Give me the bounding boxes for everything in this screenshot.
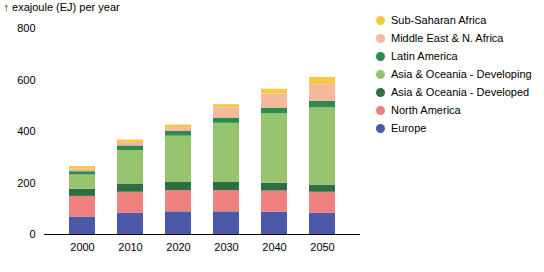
svg-text:2030: 2030 [214, 241, 238, 253]
svg-text:400: 400 [17, 125, 35, 137]
svg-text:200: 200 [17, 177, 35, 189]
html-text:Latin America: Latin America [391, 50, 458, 62]
svg-text:2040: 2040 [262, 241, 286, 253]
svg-text:2020: 2020 [166, 241, 190, 253]
html-text:Asia & Oceania - Developed: Asia & Oceania - Developed [391, 86, 530, 98]
html-text:Europe: Europe [391, 122, 427, 134]
svg-text:↑ exajoule (EJ) per year: ↑ exajoule (EJ) per year [4, 1, 120, 13]
html-text:Asia & Oceania - Developing: Asia & Oceania - Developing [391, 68, 532, 80]
svg-text:2050: 2050 [310, 241, 334, 253]
svg-text:800: 800 [17, 22, 35, 34]
html-text:Middle East & N. Africa: Middle East & N. Africa [391, 32, 504, 44]
svg-text:2010: 2010 [118, 241, 142, 253]
svg-text:2000: 2000 [70, 241, 94, 253]
svg-text:0: 0 [29, 228, 35, 240]
html-text:North America: North America [391, 104, 461, 116]
svg-text:600: 600 [17, 74, 35, 86]
html-text:Sub-Saharan Africa: Sub-Saharan Africa [391, 14, 487, 26]
